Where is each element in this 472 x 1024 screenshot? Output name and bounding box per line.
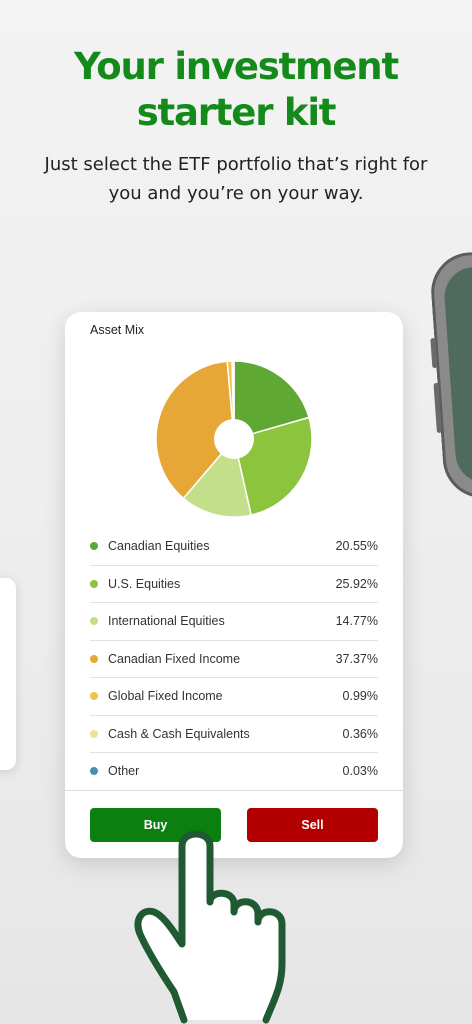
headline: Your investment starter kit (0, 44, 472, 136)
legend-item-global-fixed-income: Global Fixed Income 0.99% (90, 678, 378, 716)
adjacent-card-edge (0, 578, 16, 770)
subtext-line-1: Just select the ETF portfolio that’s rig… (44, 154, 428, 175)
canadian-fixed-income-dot-icon (90, 654, 98, 663)
legend-value: 37.37% (335, 651, 378, 666)
canadian-equities-dot-icon (90, 542, 98, 550)
headline-line-2: starter kit (136, 91, 337, 134)
pie-slice-canadian-equities (233, 360, 310, 440)
asset-legend: Canadian Equities 20.55% U.S. Equities 2… (90, 528, 378, 790)
cash-equivalents-dot-icon (90, 729, 98, 738)
legend-value: 0.36% (342, 726, 378, 741)
subtext-line-2: you and you’re on your way. (108, 183, 364, 204)
legend-value: 0.99% (342, 689, 378, 703)
legend-label: Other (108, 764, 140, 778)
legend-item-international-equities: International Equities 14.77% (90, 603, 378, 641)
legend-label: International Equities (108, 614, 225, 628)
pointing-hand-icon (134, 830, 286, 1024)
legend-value: 0.03% (342, 764, 378, 778)
card-title: Asset Mix (90, 323, 145, 337)
legend-item-us-equities: U.S. Equities 25.92% (90, 566, 378, 603)
donut-hole (214, 419, 254, 459)
legend-label: U.S. Equities (108, 576, 181, 591)
legend-item-other: Other 0.03% (90, 753, 378, 790)
card-divider (65, 790, 403, 791)
pie-slice-canadian-fixed-income (155, 360, 235, 500)
legend-label: Global Fixed Income (108, 689, 223, 703)
legend-item-canadian-fixed-income: Canadian Fixed Income 37.37% (90, 641, 378, 678)
asset-mix-pie-chart (155, 360, 313, 518)
legend-item-cash-equivalents: Cash & Cash Equivalents 0.36% (90, 716, 378, 753)
global-fixed-income-dot-icon (90, 692, 98, 700)
sell-button[interactable]: Sell (247, 808, 378, 842)
phone-side-button (433, 382, 442, 434)
legend-label: Cash & Cash Equivalents (108, 726, 250, 741)
legend-label: Canadian Equities (108, 539, 210, 553)
international-equities-dot-icon (90, 617, 98, 625)
us-equities-dot-icon (90, 579, 98, 588)
legend-value: 20.55% (335, 539, 378, 553)
headline-line-1: Your investment (74, 45, 399, 88)
phone-side-button (430, 337, 438, 369)
asset-mix-card: Asset Mix Canadian Equities 20.55% U.S. … (65, 312, 403, 858)
legend-value: 14.77% (335, 614, 378, 628)
legend-item-canadian-equities: Canadian Equities 20.55% (90, 528, 378, 566)
other-dot-icon (90, 767, 98, 775)
legend-value: 25.92% (335, 576, 378, 591)
legend-label: Canadian Fixed Income (108, 651, 241, 666)
phone-illustration (428, 249, 472, 501)
subtext: Just select the ETF portfolio that’s rig… (0, 150, 472, 208)
